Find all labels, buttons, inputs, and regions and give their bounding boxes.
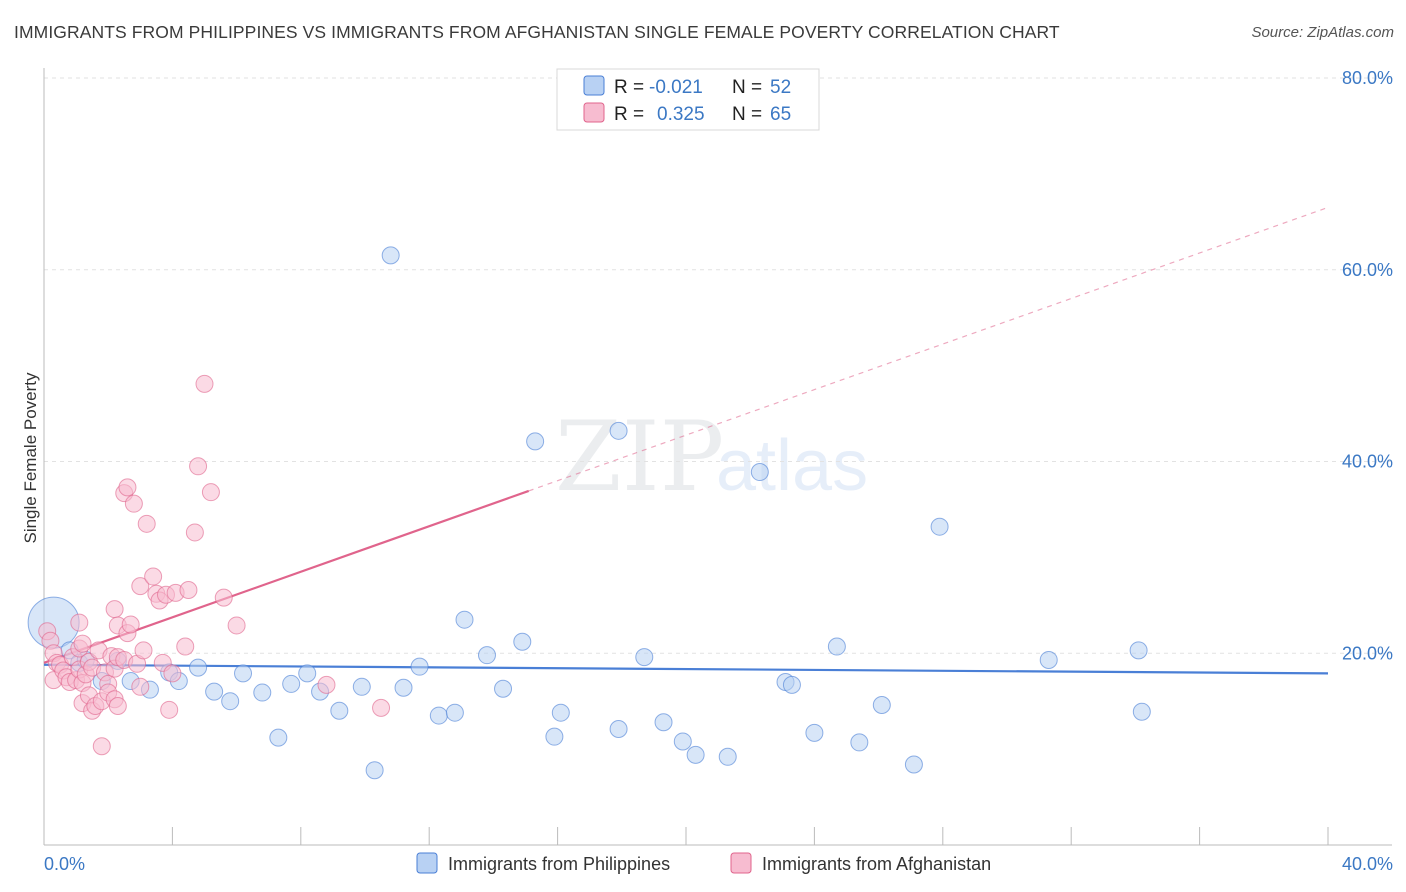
point-philippines (269, 728, 288, 747)
y-tick-label: 20.0% (1342, 643, 1393, 663)
bottom-legend: Immigrants from Philippines Immigrants f… (416, 852, 991, 874)
point-philippines (609, 719, 628, 738)
point-philippines (904, 755, 923, 774)
point-philippines (282, 674, 301, 693)
y-tick-label: 60.0% (1342, 260, 1393, 280)
point-afghanistan (372, 698, 391, 717)
point-afghanistan (121, 615, 140, 634)
point-philippines (526, 432, 545, 451)
point-philippines (298, 664, 317, 683)
point-afghanistan (73, 634, 92, 653)
point-philippines (805, 723, 824, 742)
point-afghanistan (195, 374, 214, 393)
point-philippines (410, 657, 429, 676)
point-afghanistan (118, 478, 137, 497)
y-tick-label: 40.0% (1342, 452, 1393, 472)
point-philippines (513, 632, 532, 651)
watermark: ZIP atlas (555, 401, 868, 513)
point-afghanistan (124, 494, 143, 513)
legend-n-philippines: 52 (770, 77, 791, 98)
point-afghanistan (189, 457, 208, 476)
point-philippines (234, 664, 253, 683)
legend-r-philippines: -0.021 (649, 77, 703, 98)
point-philippines (1132, 702, 1151, 721)
legend-swatch-philippines (583, 75, 605, 96)
point-philippines (551, 703, 570, 722)
point-afghanistan (144, 567, 163, 586)
legend-r-label: R = (614, 104, 644, 125)
y-tick-label: 80.0% (1342, 68, 1393, 88)
point-philippines (189, 658, 208, 677)
legend: R = -0.021 N = 52 R = 0.325 N = 65 (556, 68, 820, 131)
point-philippines (635, 648, 654, 667)
watermark-zip: ZIP (555, 401, 724, 513)
bottom-legend-label-afghanistan: Immigrants from Afghanistan (762, 854, 991, 874)
point-afghanistan (227, 616, 246, 635)
chart-title: IMMIGRANTS FROM PHILIPPINES VS IMMIGRANT… (14, 22, 1060, 42)
point-afghanistan (137, 514, 156, 533)
point-philippines (221, 692, 240, 711)
point-afghanistan (131, 677, 150, 696)
point-afghanistan (160, 700, 179, 719)
point-philippines (381, 246, 400, 265)
point-philippines (686, 745, 705, 764)
legend-n-label: N = (732, 77, 762, 98)
x-tick-label: 0.0% (44, 854, 85, 874)
watermark-atlas: atlas (716, 426, 868, 506)
point-afghanistan (163, 664, 182, 683)
point-afghanistan (105, 600, 124, 619)
point-philippines (609, 421, 628, 440)
point-philippines (718, 747, 737, 766)
point-afghanistan (317, 675, 336, 694)
point-afghanistan (131, 577, 150, 596)
point-philippines (930, 517, 949, 536)
point-afghanistan (214, 588, 233, 607)
point-philippines (253, 683, 272, 702)
bottom-legend-label-philippines: Immigrants from Philippines (448, 854, 670, 874)
point-philippines (673, 732, 692, 751)
source-label: Source: ZipAtlas.com (1251, 24, 1394, 41)
point-philippines (850, 733, 869, 752)
trend-line-afghanistan (43, 489, 530, 664)
y-axis-title: Single Female Poverty (21, 372, 40, 544)
legend-r-label: R = (614, 77, 644, 98)
point-afghanistan (176, 637, 195, 656)
point-afghanistan (92, 737, 111, 756)
bottom-legend-swatch-afghanistan (730, 852, 752, 874)
point-philippines (205, 682, 224, 701)
trend-line-philippines (43, 663, 1329, 675)
bottom-legend-swatch-philippines (416, 852, 438, 874)
legend-n-afghanistan: 65 (770, 104, 791, 125)
trend-line-extension-afghanistan (528, 206, 1329, 492)
point-philippines (494, 679, 513, 698)
x-tick-label: 40.0% (1342, 854, 1393, 874)
point-philippines (429, 706, 448, 725)
point-afghanistan (134, 641, 153, 660)
point-afghanistan (201, 483, 220, 502)
point-philippines (1129, 641, 1148, 660)
legend-r-afghanistan: 0.325 (657, 104, 705, 125)
point-philippines (545, 727, 564, 746)
point-philippines (782, 675, 801, 694)
legend-n-label: N = (732, 104, 762, 125)
point-philippines (330, 701, 349, 720)
point-philippines (477, 646, 496, 665)
point-philippines (445, 703, 464, 722)
point-philippines (394, 678, 413, 697)
point-philippines (1039, 650, 1058, 669)
legend-swatch-afghanistan (583, 102, 605, 123)
point-afghanistan (185, 523, 204, 542)
point-afghanistan (70, 613, 89, 632)
point-philippines (827, 637, 846, 656)
point-philippines (455, 610, 474, 629)
point-philippines (352, 677, 371, 696)
point-philippines (365, 761, 384, 780)
point-afghanistan (108, 696, 127, 715)
point-philippines (654, 713, 673, 732)
point-philippines (872, 696, 891, 715)
point-afghanistan (179, 580, 198, 599)
point-philippines (750, 463, 769, 482)
